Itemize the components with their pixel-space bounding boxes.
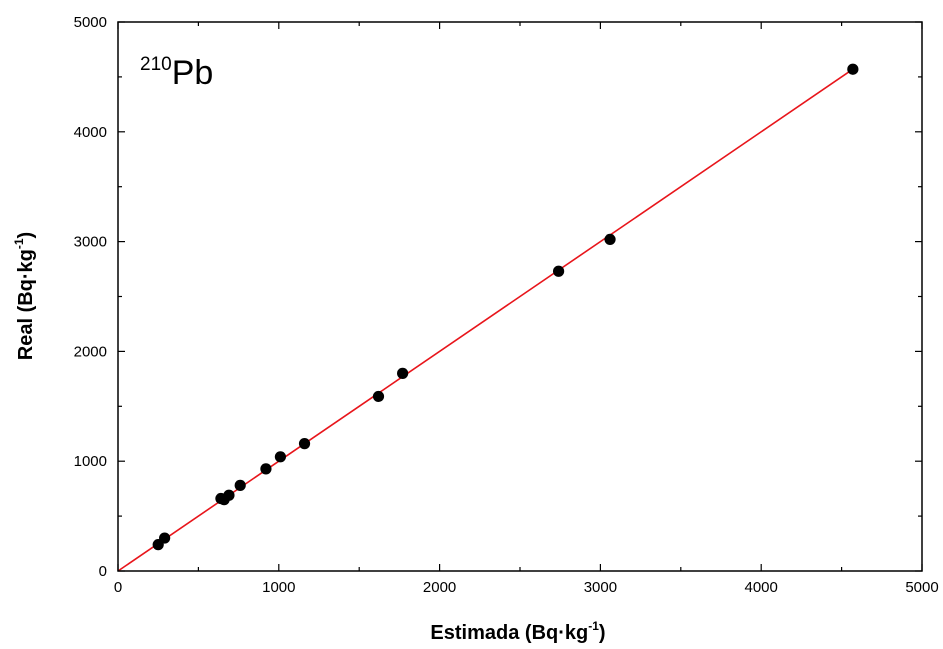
y-tick-label: 3000 [74, 234, 107, 251]
x-axis-title-close: ) [599, 622, 606, 644]
data-point [298, 438, 311, 450]
y-axis-title-main: Real (Bq·kg [15, 249, 37, 360]
data-point [223, 489, 235, 501]
isotope-annotation: 210Pb [140, 54, 213, 92]
x-tick-label: 3000 [584, 579, 617, 596]
y-tick-label: 1000 [74, 453, 107, 470]
x-axis-title-main: Estimada (Bq·kg [430, 622, 588, 644]
isotope-mass-number: 210 [140, 54, 172, 75]
y-tick-label: 0 [99, 563, 107, 580]
x-axis-title: Estimada (Bq·kg-1) [430, 619, 605, 644]
data-point [234, 479, 246, 491]
plot-marks [117, 63, 859, 572]
isotope-symbol: Pb [172, 54, 214, 92]
data-point [604, 233, 616, 246]
x-axis-title-exponent: -1 [588, 619, 599, 633]
data-point [260, 463, 272, 475]
data-point [847, 63, 859, 75]
y-tick-label: 2000 [74, 343, 107, 360]
y-axis-title: Real (Bq·kg-1) [12, 232, 37, 360]
tick-labels: 0 1000 2000 3000 4000 5000 0 1000 2000 3000 4000 50… [74, 14, 939, 596]
y-tick-label: 5000 [74, 14, 107, 31]
data-point [274, 451, 287, 463]
plot-frame [117, 21, 923, 572]
x-tick-label: 1000 [262, 579, 295, 596]
x-tick-label: 4000 [745, 579, 778, 596]
y-axis-title-close: ) [15, 232, 37, 239]
x-tick-label: 5000 [905, 579, 938, 596]
y-axis-title-exponent: -1 [12, 238, 26, 249]
data-point [552, 265, 565, 277]
data-point [159, 532, 171, 544]
data-point [372, 390, 385, 403]
y-tick-label: 4000 [74, 124, 107, 141]
data-point [397, 367, 409, 379]
x-tick-label: 2000 [423, 579, 456, 596]
x-tick-label: 0 [114, 579, 122, 596]
